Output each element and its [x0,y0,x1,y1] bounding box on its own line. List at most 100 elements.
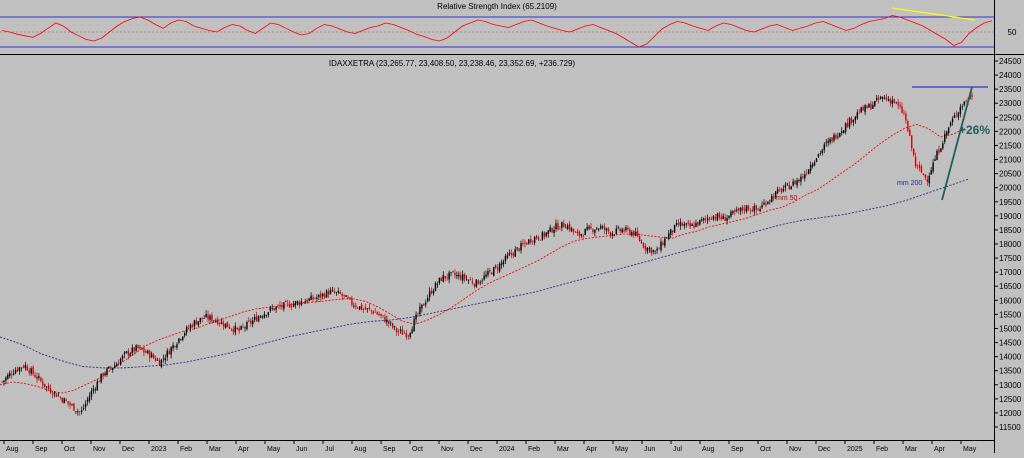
x-tick-label: Nov [789,446,802,453]
candle-body [158,359,161,366]
candle-body [747,205,750,211]
candle-body [580,234,582,237]
candle-body [374,311,376,313]
candle-body [755,205,757,210]
y-tick-label: 14000 [999,353,1022,362]
candle-body [858,113,860,114]
candle-body [298,301,301,305]
candle-body [135,345,137,352]
candle-body [9,372,11,377]
price-panel: IDAXXETRA (23,265.77, 23,408.50, 23,238.… [0,57,1022,453]
candle-body [870,103,872,110]
candle-body [889,98,892,103]
candle-body [662,242,664,245]
candle-body [920,166,923,173]
candle-body [804,174,806,179]
candle-body [617,227,619,229]
candle-body [149,351,151,358]
candle-body [26,366,28,371]
candle-body [489,270,491,272]
y-tick-label: 12500 [999,395,1022,404]
candle-body [5,377,7,381]
candle-body [668,233,670,239]
candle-body [327,291,330,295]
candle-body [520,243,522,251]
candle-body [168,351,170,355]
candle-body [407,335,409,337]
candle-body [706,218,709,221]
candle-body [351,298,353,305]
y-tick-label: 13500 [999,367,1022,376]
y-tick-label: 17500 [999,254,1022,263]
x-tick-label: Feb [876,446,888,453]
candle-body [749,209,752,211]
candle-body [434,282,437,291]
candle-body [949,122,952,126]
candle-body [139,347,141,348]
candle-body [726,218,728,221]
candle-body [854,116,857,121]
candle-body [483,275,485,280]
candle-body [84,403,87,408]
candle-body [115,363,118,367]
candle-body [28,370,30,374]
candle-body [669,229,672,235]
x-tick-label: Dec [122,446,135,453]
candle-body [555,223,557,229]
candle-body [428,291,431,298]
candle-body [380,313,382,316]
candle-body [358,306,361,310]
candle-body [693,225,695,228]
candle-body [353,305,355,307]
x-tick-label: Feb [528,446,540,453]
y-tick-label: 22500 [999,113,1022,122]
candle-body [625,227,627,231]
candle-body [71,404,73,406]
candle-body [683,224,686,226]
candle-body [423,303,425,306]
candle-body [673,224,676,233]
candle-body [335,292,338,293]
y-tick-label: 12000 [999,409,1022,418]
candle-body [699,219,701,225]
candle-body [479,282,481,284]
candle-body [184,333,186,336]
candle-body [320,293,322,298]
candle-body [79,411,81,412]
candle-body [160,359,163,367]
candle-body [751,210,754,212]
candle-body [242,326,244,328]
candle-body [199,317,201,322]
candle-body [430,290,433,294]
candle-body [963,101,965,106]
candle-body [59,397,62,398]
candle-body [701,219,703,221]
candle-body [802,176,804,178]
candle-body [944,134,946,142]
candle-body [370,309,373,311]
candle-body [831,137,833,142]
price-y-axis: 11500 12000 12500 13000 13500 14000 14500 15000… [994,57,1022,432]
candle-body [734,209,736,212]
x-tick-label: Oct [760,446,771,453]
rsi-trend-line [891,7,976,21]
candle-body [508,253,511,256]
candle-body [862,106,864,111]
candle-body [568,223,571,231]
candle-body [343,294,345,296]
candle-body [267,312,270,316]
candle-body [96,381,98,391]
candle-body [874,100,876,106]
candle-body [220,321,223,324]
candle-body [141,347,143,350]
candle-body [88,396,91,401]
candle-body [77,411,79,412]
candle-body [600,226,602,229]
x-tick-label: Apr [934,446,946,453]
candle-body [254,316,256,320]
x-tick-label: May [267,446,281,453]
x-tick-label: Sep [383,446,396,453]
candle-body [642,243,645,248]
y-tick-label: 18000 [999,240,1022,249]
